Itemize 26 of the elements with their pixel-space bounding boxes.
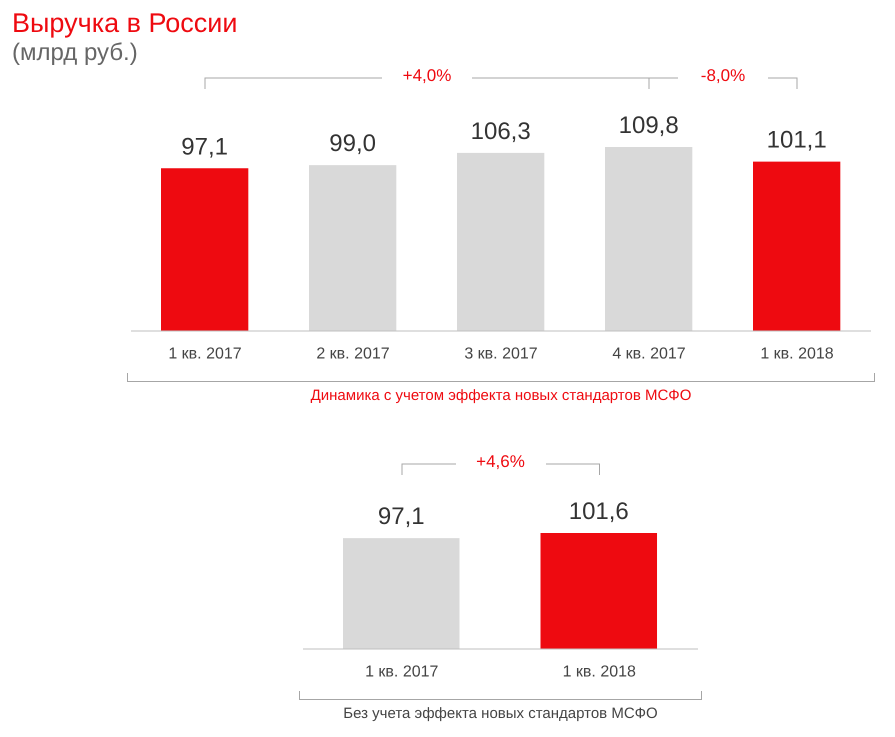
text: -8,0%	[678, 66, 768, 86]
x-tick-label: 1 кв. 2018	[562, 663, 636, 680]
x-tick-label: 4 кв. 2017	[612, 345, 686, 362]
bar	[161, 168, 248, 331]
text: Без учета эффекта новых стандартов МСФО	[342, 705, 659, 722]
data-label: 101,6	[568, 498, 629, 525]
bar	[457, 152, 544, 331]
x-tick-label: 1 кв. 2017	[365, 663, 439, 680]
bar	[753, 162, 840, 331]
x-tick-label: 3 кв. 2017	[464, 345, 538, 362]
x-tick-label: 1 кв. 2018	[760, 345, 834, 362]
x-tick-label: 2 кв. 2017	[316, 345, 390, 362]
data-label: 97,1	[181, 133, 228, 160]
text: Динамика с учетом эффекта новых стандартов МСФО	[310, 387, 692, 404]
bar	[605, 147, 692, 331]
data-label: 97,1	[378, 503, 425, 530]
data-label: 99,0	[329, 130, 376, 158]
text: +4,0%	[382, 66, 472, 86]
text: +4,6%	[456, 452, 546, 472]
data-label: 109,8	[618, 112, 679, 139]
x-tick-label: 1 кв. 2017	[168, 345, 242, 362]
bar	[309, 165, 396, 331]
chart-subtitle: (млрд руб.)	[12, 39, 139, 67]
data-label: 101,1	[766, 126, 827, 154]
data-label: 106,3	[470, 118, 531, 145]
chart-title: Выручка в России	[12, 8, 238, 39]
